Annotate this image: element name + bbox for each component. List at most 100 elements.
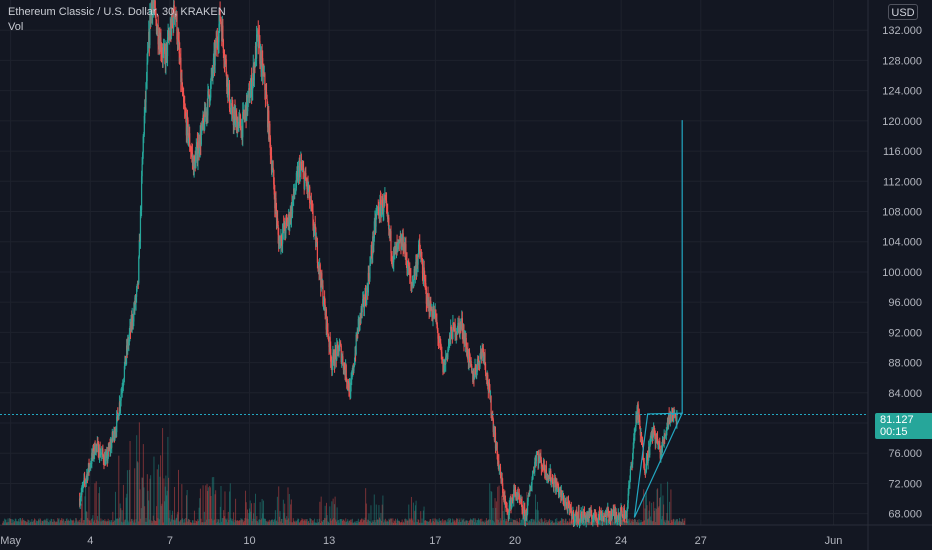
volume-bar [448, 518, 450, 525]
volume-bar [141, 477, 143, 525]
candle-body [459, 322, 461, 335]
candle-body [223, 53, 225, 61]
volume-bar [266, 522, 268, 525]
volume-bar [400, 521, 402, 525]
volume-bar [219, 506, 221, 525]
volume-bar [650, 520, 652, 525]
candle-body [171, 14, 173, 21]
candle-body [470, 360, 472, 366]
price-axis[interactable]: 132.000128.000124.000120.000116.000112.0… [882, 25, 922, 520]
volume-bar [254, 518, 256, 525]
symbol-title[interactable]: Ethereum Classic / U.S. Dollar, 30, KRAK… [8, 6, 226, 18]
volume-bar [194, 522, 196, 525]
volume-bar [441, 522, 443, 525]
volume-bar [563, 522, 565, 525]
candle-body [182, 93, 185, 103]
volume-bar [451, 522, 453, 525]
candle-body [474, 366, 476, 376]
volume-bar [533, 519, 535, 525]
volume-bar [18, 518, 20, 525]
volume-bar [433, 518, 435, 525]
time-tick-label: 27 [695, 535, 707, 547]
candle-body [373, 221, 375, 239]
volume-bar [147, 490, 149, 525]
volume-bar [130, 519, 132, 525]
volume-bar [278, 516, 280, 525]
candle-body [455, 336, 457, 338]
volume-bar [679, 521, 681, 525]
volume-bar [67, 519, 69, 525]
candle-body [331, 362, 333, 370]
volume-bar [303, 519, 305, 525]
volume-bar [114, 491, 116, 525]
candle-body [152, 6, 154, 9]
volume-bar [498, 485, 500, 525]
volume-bar [438, 518, 440, 525]
candle-body [630, 465, 632, 470]
volume-bar [444, 519, 446, 525]
volume-bar [268, 521, 270, 525]
volume-bar [673, 518, 675, 525]
candle-body [383, 198, 385, 212]
volume-bar [252, 513, 254, 525]
volume-bar [641, 521, 643, 525]
candle-body [195, 154, 197, 169]
volume-bar [410, 496, 412, 525]
volume-bar [140, 508, 142, 525]
volume-bar [306, 519, 308, 525]
volume-bar [166, 495, 168, 525]
candle-body [434, 310, 436, 318]
candle-body [476, 363, 478, 372]
volume-bar [485, 521, 487, 525]
volume-bar [648, 510, 650, 525]
volume-bar [463, 518, 465, 525]
volume-bar [420, 511, 422, 525]
volume-bar [28, 522, 30, 525]
candle-body [436, 320, 438, 326]
volume-bar [51, 519, 53, 525]
volume-bar [227, 522, 229, 525]
drawing-tools[interactable] [633, 120, 684, 518]
candle-body [326, 318, 328, 330]
volume-bar [613, 519, 615, 525]
candle-body [420, 256, 422, 258]
volume-bar [589, 518, 591, 525]
candle-body [139, 211, 142, 242]
candle-body [531, 478, 533, 486]
volume-bar [36, 520, 38, 525]
volume-bar [421, 518, 423, 525]
volume-label[interactable]: Vol [8, 21, 24, 33]
candle-body [416, 262, 418, 273]
volume-bar [38, 518, 40, 525]
volume-bar [361, 518, 363, 525]
volume-bar [294, 521, 296, 525]
volume-bar [600, 522, 602, 525]
candle-body [627, 493, 629, 503]
volume-bar [627, 521, 629, 525]
candle-body [656, 437, 659, 444]
volume-bar [317, 522, 319, 525]
volume-bar [380, 512, 382, 525]
candle-body [544, 469, 546, 473]
candle-body [224, 57, 226, 63]
currency-button[interactable]: USD [888, 4, 918, 20]
candle-body [272, 167, 274, 171]
volume-bar [118, 455, 120, 525]
volume-bar [75, 518, 77, 525]
candle-body [529, 489, 531, 495]
volume-bar [537, 510, 539, 525]
candle-body [346, 380, 348, 383]
volume-bar [554, 518, 556, 525]
volume-bar [495, 501, 497, 525]
candle-body [379, 199, 382, 201]
volume-bar [243, 522, 245, 525]
volume-bar [49, 520, 51, 525]
time-axis[interactable]: May 4 7 10 13 17 20 24 27 Jun [0, 535, 842, 547]
volume-bar [197, 520, 199, 525]
candle-body [535, 453, 538, 462]
volume-bar [172, 519, 174, 525]
candle-body [135, 296, 137, 303]
candle-body [369, 259, 372, 264]
volume-bar [442, 520, 444, 525]
